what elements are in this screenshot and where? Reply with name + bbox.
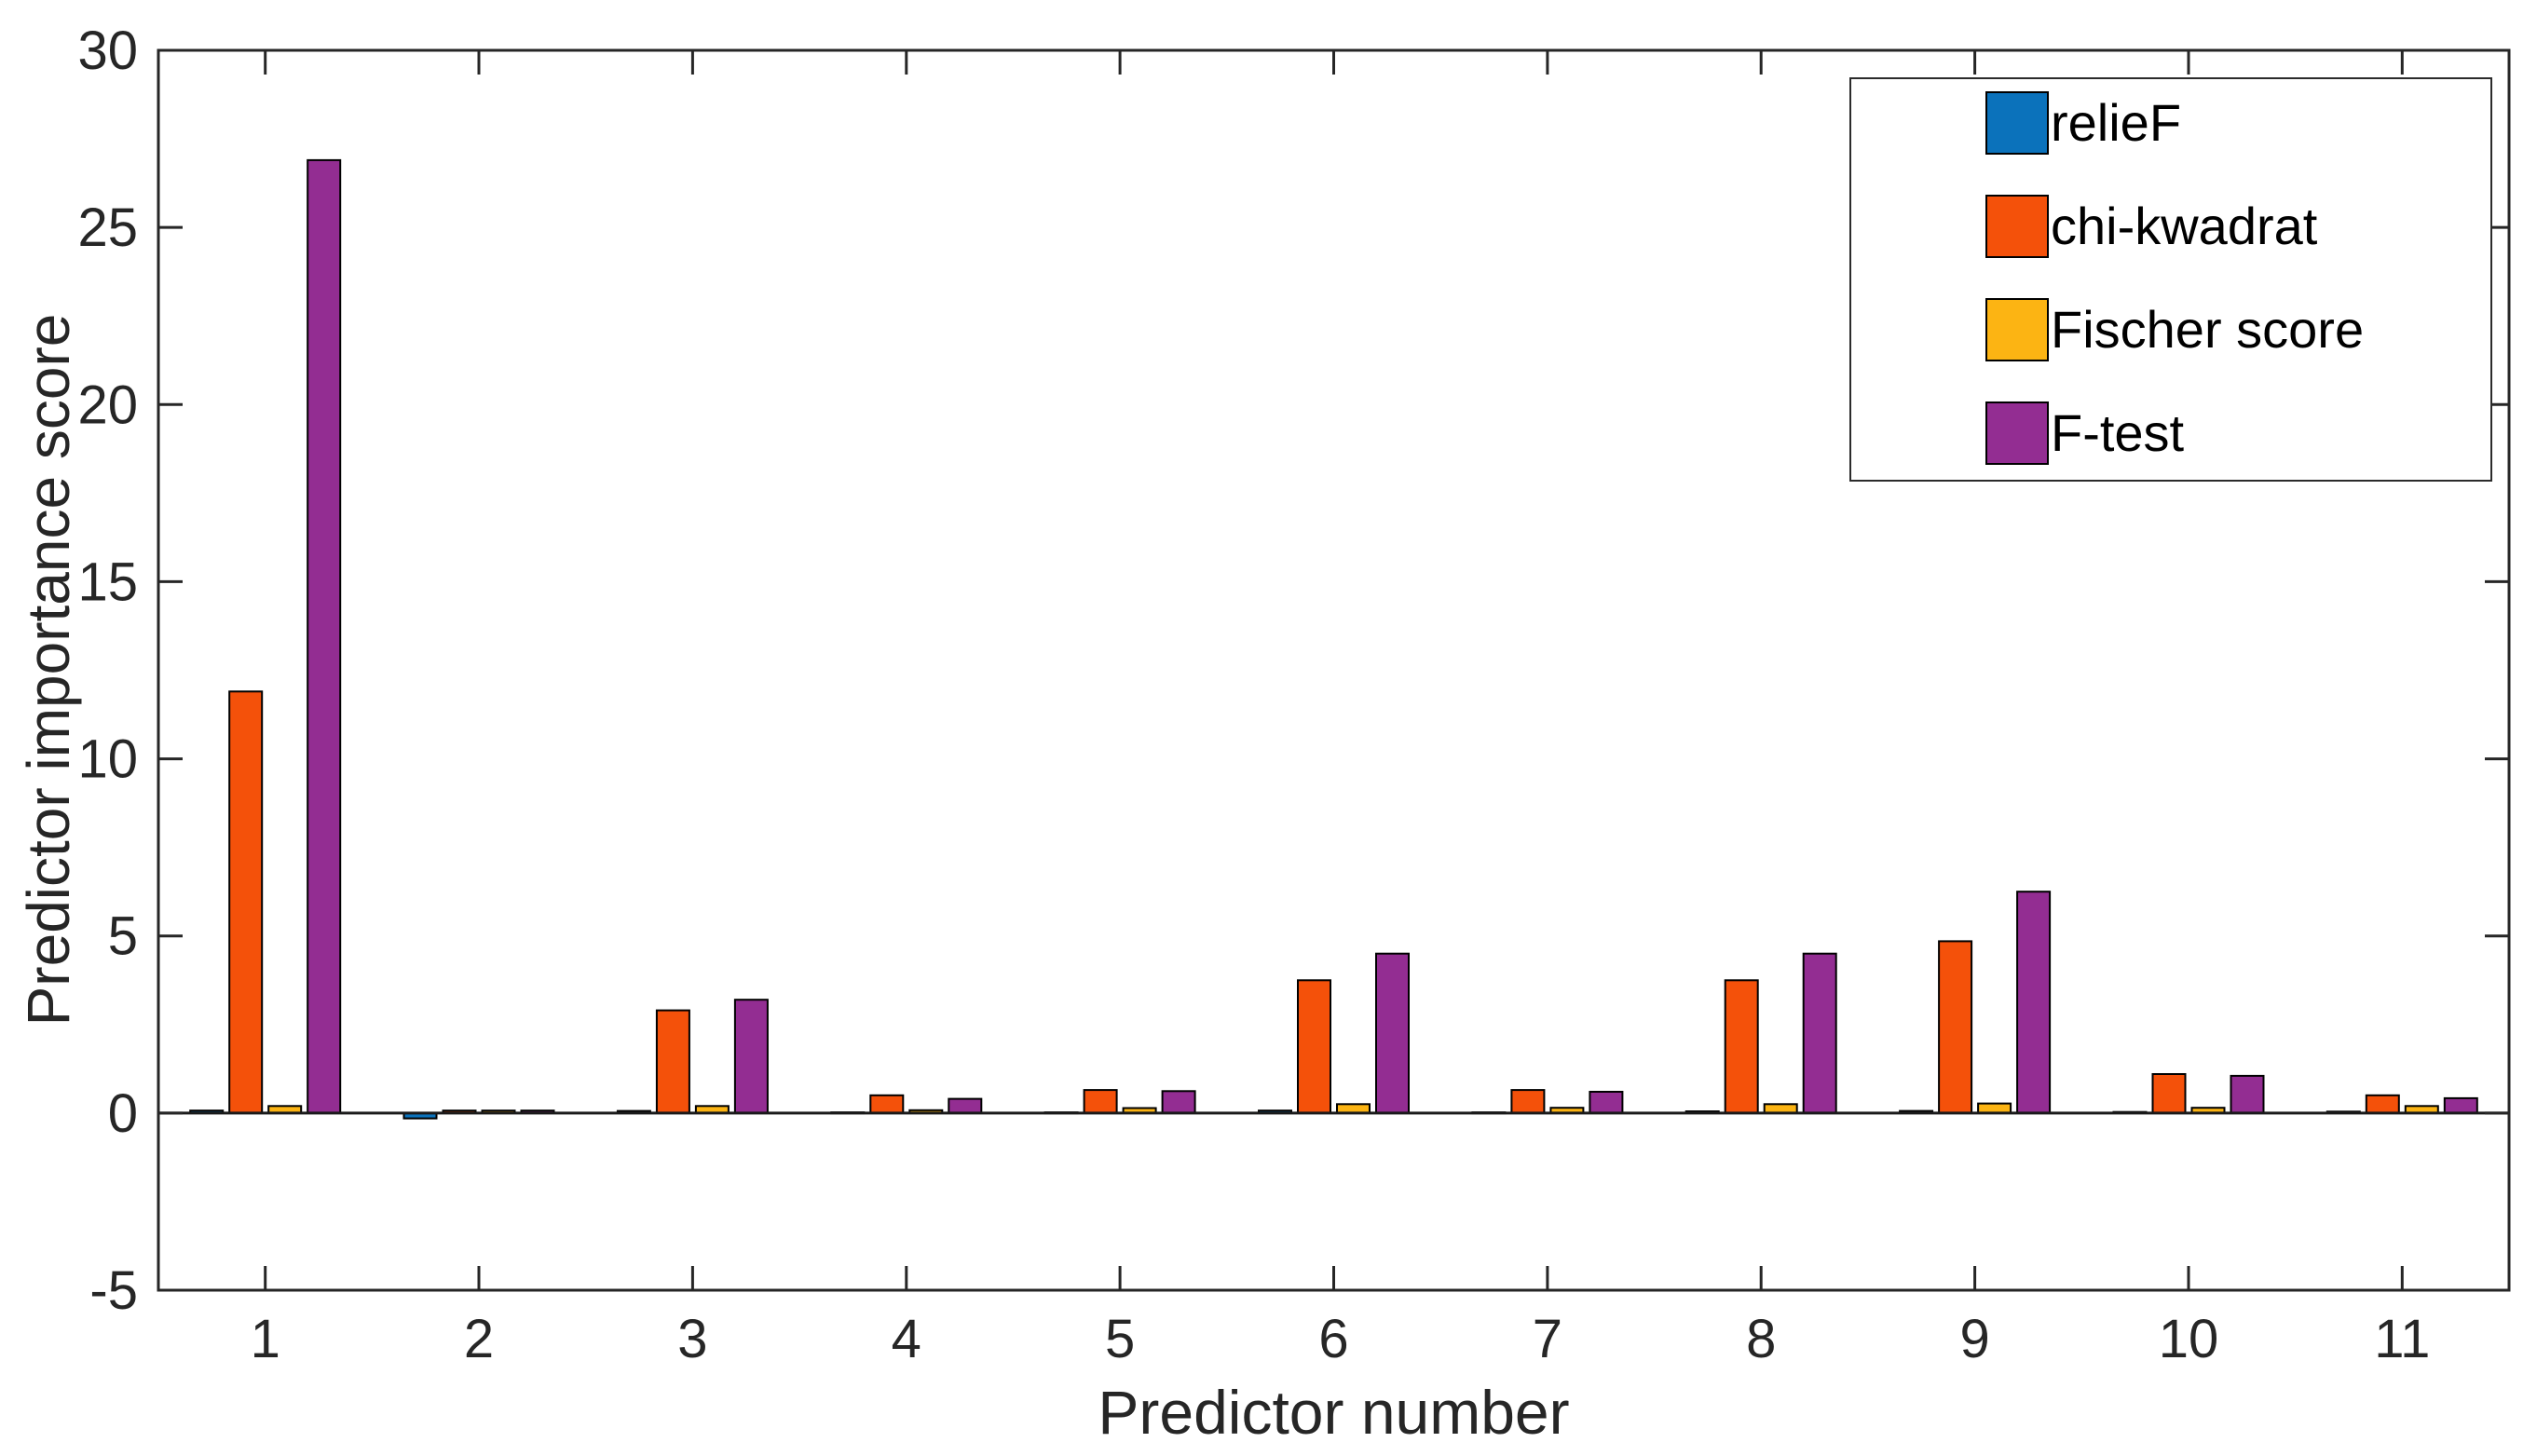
bar-chi-kwadrat-pred6	[1297, 979, 1331, 1114]
bar-F-test-pred7	[1589, 1091, 1624, 1114]
bar-Fischer score-pred6	[1336, 1103, 1371, 1114]
legend-swatch-fischer-score	[1985, 298, 2049, 361]
x-axis-label: Predictor number	[1098, 1378, 1570, 1447]
x-tick-label: 7	[1533, 1309, 1562, 1369]
x-tick-label: 10	[2159, 1309, 2219, 1369]
bar-chi-kwadrat-pred11	[2365, 1094, 2400, 1114]
bar-F-test-pred6	[1375, 952, 1410, 1114]
x-tick-label: 5	[1105, 1309, 1135, 1369]
x-tick-label: 2	[464, 1309, 494, 1369]
x-tick-label: 9	[1959, 1309, 1989, 1369]
bar-F-test-pred8	[1802, 952, 1837, 1114]
x-tick-label: 4	[892, 1309, 921, 1369]
bar-chi-kwadrat-pred8	[1724, 979, 1759, 1114]
y-axis-label: Predictor importance score	[15, 313, 82, 1027]
tick-labels-layer: 1 2 3 4 5 6 7 8 9 10 11 -5 0 5 10 15 20 25 30	[77, 20, 2430, 1369]
y-tick-label: 30	[77, 20, 138, 81]
bar-chi-kwadrat-pred9	[1938, 940, 1973, 1114]
x-tick-label: 6	[1318, 1309, 1348, 1369]
y-tick-label: 20	[77, 374, 138, 435]
axes-layer	[157, 48, 2511, 1292]
x-tick-label: 3	[677, 1309, 707, 1369]
x-tick-label: 8	[1746, 1309, 1776, 1369]
y-tick-label: 5	[108, 906, 138, 967]
y-tick-label: 15	[77, 551, 138, 612]
bar-F-test-pred3	[733, 999, 769, 1114]
y-tick-label: 25	[77, 197, 138, 258]
bar-F-test-pred4	[948, 1097, 983, 1114]
legend-swatch-relief	[1985, 91, 2049, 155]
legend-label-relief: relieF	[2051, 93, 2182, 152]
y-tick-label: -5	[89, 1260, 138, 1321]
legend-label-f-test: F-test	[2051, 403, 2185, 462]
bar-chi-kwadrat-pred7	[1510, 1089, 1546, 1114]
bar-F-test-pred1	[307, 158, 342, 1114]
legend-label-chi-kwadrat: chi-kwadrat	[2051, 197, 2318, 255]
legend-item-fischer-score: Fischer score	[1985, 298, 2364, 361]
legend-swatch-f-test	[1985, 401, 2049, 465]
bar-Fischer score-pred8	[1763, 1103, 1798, 1114]
bar-F-test-pred10	[2230, 1074, 2265, 1114]
bar-chi-kwadrat-pred10	[2151, 1073, 2187, 1114]
legend-item-relief: relieF	[1985, 91, 2181, 155]
legend-item-chi-kwadrat: chi-kwadrat	[1985, 195, 2317, 258]
bar-chi-kwadrat-pred4	[869, 1094, 905, 1114]
bar-chi-kwadrat-pred1	[228, 690, 264, 1114]
bar-chi-kwadrat-pred5	[1083, 1089, 1118, 1114]
bar-F-test-pred11	[2443, 1096, 2478, 1114]
legend-item-f-test: F-test	[1985, 401, 2184, 465]
y-tick-label: 0	[108, 1083, 138, 1144]
bar-chi-kwadrat-pred3	[655, 1009, 690, 1114]
bar-Fischer score-pred9	[1977, 1102, 2012, 1114]
x-tick-label: 1	[251, 1309, 280, 1369]
y-tick-label: 10	[77, 729, 138, 790]
bar-F-test-pred5	[1161, 1090, 1196, 1114]
bar-F-test-pred9	[2016, 891, 2052, 1114]
legend-box: relieF chi-kwadrat Fischer score F-test	[1849, 77, 2492, 482]
legend-swatch-chi-kwadrat	[1985, 195, 2049, 258]
x-tick-label: 11	[2374, 1309, 2430, 1369]
legend-label-fischer-score: Fischer score	[2051, 300, 2365, 359]
